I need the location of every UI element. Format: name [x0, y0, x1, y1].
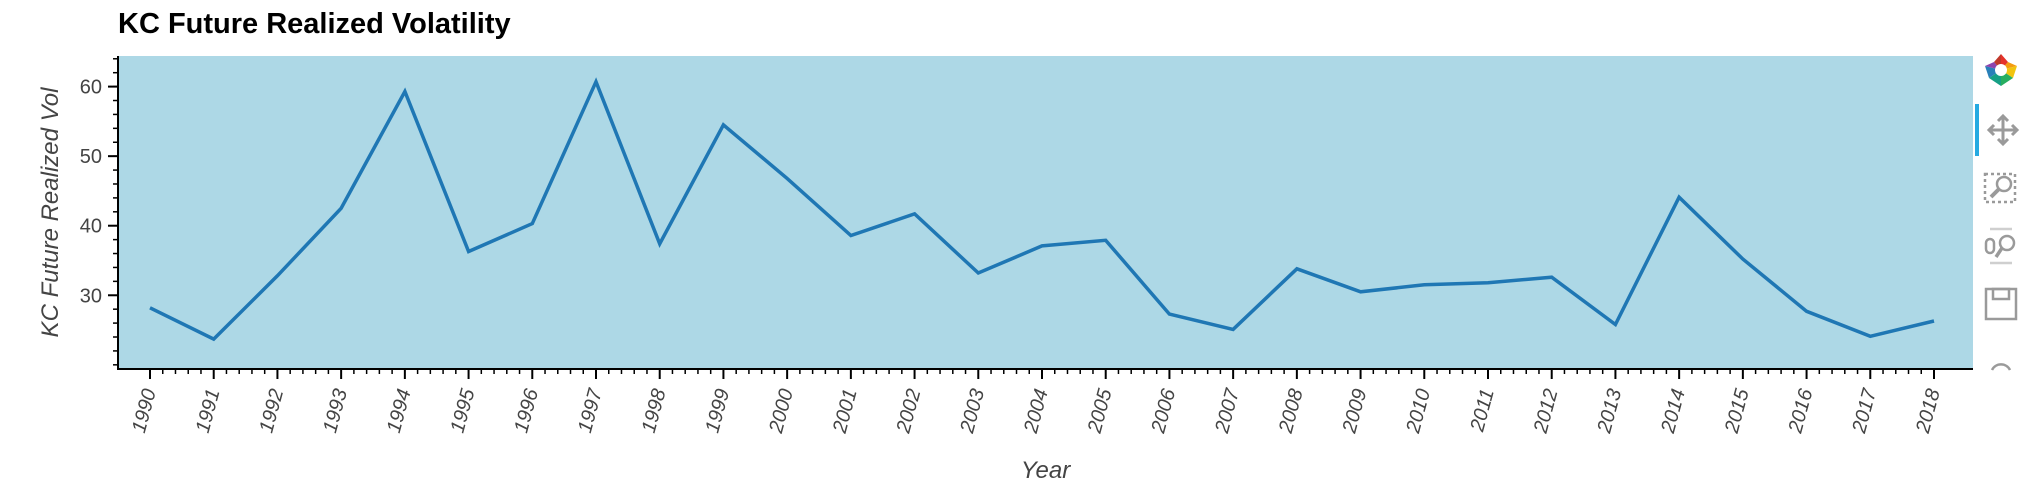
- toolbar: [1975, 44, 2027, 374]
- x-tick-label: 2012: [1530, 387, 1563, 437]
- y-axis: 30 40 50 60: [80, 56, 119, 370]
- x-tick-label: 1999: [701, 387, 734, 436]
- x-tick-label: 2011: [1466, 387, 1499, 435]
- pan-tool-icon[interactable]: [1975, 104, 2027, 156]
- x-tick-label: 1996: [510, 386, 543, 436]
- x-tick-label: 2002: [892, 387, 925, 437]
- x-tick-label: 1991: [192, 387, 225, 436]
- x-axis-label: Year: [1021, 457, 1071, 484]
- x-tick-label: 1995: [447, 386, 480, 436]
- x-tick-label: 2004: [1020, 387, 1053, 437]
- x-tick-label: 2003: [956, 387, 989, 437]
- x-tick-label: 2006: [1147, 386, 1180, 436]
- x-tick-label: 1992: [255, 387, 288, 436]
- box-zoom-tool-icon[interactable]: [1975, 162, 2027, 214]
- y-tick-label: 50: [80, 146, 102, 168]
- x-tick-label: 2010: [1402, 387, 1435, 437]
- x-tick-label: 2017: [1848, 386, 1881, 436]
- wheel-zoom-tool-icon[interactable]: [1975, 220, 2027, 272]
- x-tick-label: 1997: [574, 386, 607, 436]
- y-axis-label: KC Future Realized Vol: [37, 87, 64, 338]
- x-tick-label: 2016: [1784, 386, 1817, 436]
- series-line: [149, 77, 1935, 342]
- reset-tool-icon[interactable]: [1975, 332, 2027, 372]
- x-tick-label: 2000: [765, 387, 798, 437]
- save-tool-icon[interactable]: [1975, 278, 2027, 330]
- y-tick-label: 40: [80, 216, 102, 238]
- x-tick-label: 2009: [1338, 387, 1371, 437]
- chart-title: KC Future Realized Volatility: [118, 8, 511, 40]
- x-tick-label: 2007: [1211, 386, 1244, 436]
- y-tick-label: 60: [80, 77, 102, 99]
- x-tick-label: 2008: [1275, 387, 1308, 437]
- x-tick-label: 2013: [1593, 387, 1626, 437]
- x-axis: 1990 1991 1992 1993 1994 1995 1996 1997 1998 1999…: [117, 368, 1973, 437]
- x-tick-label: 1998: [638, 387, 671, 436]
- x-tick-label: 1993: [319, 387, 352, 436]
- y-tick-label: 30: [80, 285, 102, 307]
- x-tick-label: 2018: [1912, 387, 1945, 437]
- x-tick-label: 2015: [1721, 386, 1754, 436]
- plot-area[interactable]: [118, 56, 1973, 369]
- x-tick-label: 1994: [383, 387, 416, 436]
- x-tick-label: 2001: [829, 387, 862, 437]
- x-tick-label: 2014: [1657, 387, 1690, 437]
- bokeh-logo-icon[interactable]: [1975, 44, 2027, 96]
- x-tick-label: 1990: [128, 387, 161, 436]
- x-tick-label: 2005: [1084, 386, 1117, 436]
